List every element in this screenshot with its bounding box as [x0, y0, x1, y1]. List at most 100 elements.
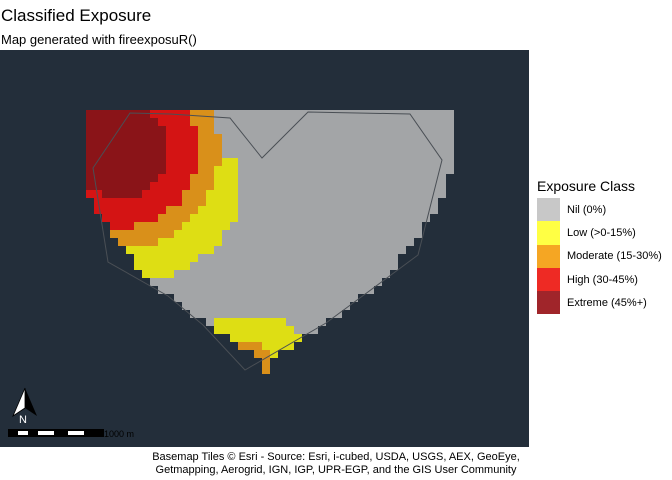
raster-cell [246, 310, 254, 318]
raster-cell [158, 150, 166, 158]
raster-cell [262, 222, 270, 230]
raster-cell [310, 270, 318, 278]
raster-cell [414, 166, 422, 174]
raster-cell [414, 150, 422, 158]
raster-cell [230, 326, 238, 334]
raster-cell [174, 254, 182, 262]
raster-cell [334, 166, 342, 174]
raster-cell [166, 206, 174, 214]
raster-cell [86, 190, 94, 198]
raster-cell [238, 326, 246, 334]
map-panel[interactable] [0, 50, 529, 447]
raster-cell [158, 198, 166, 206]
raster-cell [446, 118, 454, 126]
raster-cell [350, 254, 358, 262]
raster-cell [350, 118, 358, 126]
raster-cell [182, 214, 190, 222]
raster-cell [398, 198, 406, 206]
raster-cell [198, 142, 206, 150]
raster-cell [254, 262, 262, 270]
raster-cell [262, 182, 270, 190]
raster-cell [206, 214, 214, 222]
raster-cell [270, 350, 278, 358]
raster-cell [430, 166, 438, 174]
raster-cell [286, 318, 294, 326]
raster-cell [358, 230, 366, 238]
raster-cell [222, 254, 230, 262]
raster-cell [206, 134, 214, 142]
raster-cell [406, 126, 414, 134]
raster-cell [390, 174, 398, 182]
raster-cell [302, 182, 310, 190]
raster-cell [222, 310, 230, 318]
raster-cell [318, 286, 326, 294]
raster-cell [350, 134, 358, 142]
raster-cell [166, 198, 174, 206]
raster-cell [238, 126, 246, 134]
raster-cell [406, 182, 414, 190]
raster-cell [398, 206, 406, 214]
raster-cell [214, 238, 222, 246]
raster-cell [246, 302, 254, 310]
raster-cell [318, 150, 326, 158]
raster-cell [358, 222, 366, 230]
raster-cell [222, 126, 230, 134]
raster-cell [278, 222, 286, 230]
raster-cell [166, 142, 174, 150]
raster-cell [294, 326, 302, 334]
raster-cell [430, 134, 438, 142]
raster-cell [262, 302, 270, 310]
raster-cell [430, 150, 438, 158]
raster-cell [190, 142, 198, 150]
raster-cell [302, 214, 310, 222]
raster-cell [230, 198, 238, 206]
raster-cell [414, 142, 422, 150]
raster-cell [94, 134, 102, 142]
raster-cell [278, 166, 286, 174]
raster-cell [222, 278, 230, 286]
raster-cell [310, 262, 318, 270]
raster-cell [294, 110, 302, 118]
raster-cell [278, 246, 286, 254]
raster-cell [214, 150, 222, 158]
raster-cell [214, 254, 222, 262]
raster-cell [86, 182, 94, 190]
raster-cell [150, 278, 158, 286]
raster-cell [414, 174, 422, 182]
raster-cell [174, 286, 182, 294]
raster-cell [86, 126, 94, 134]
raster-cell [254, 126, 262, 134]
raster-cell [342, 142, 350, 150]
raster-cell [206, 286, 214, 294]
raster-cell [206, 182, 214, 190]
raster-cell [310, 310, 318, 318]
raster-cell [238, 318, 246, 326]
raster-cell [230, 110, 238, 118]
raster-cell [238, 150, 246, 158]
raster-cell [214, 206, 222, 214]
raster-cell [390, 182, 398, 190]
raster-cell [182, 238, 190, 246]
raster-cell [318, 254, 326, 262]
raster-cell [110, 126, 118, 134]
raster-cell [414, 198, 422, 206]
raster-cell [190, 238, 198, 246]
raster-cell [190, 278, 198, 286]
raster-cell [182, 294, 190, 302]
raster-cell [238, 230, 246, 238]
raster-cell [350, 182, 358, 190]
raster-cell [318, 110, 326, 118]
raster-cell [246, 262, 254, 270]
raster-cell [182, 230, 190, 238]
raster-cell [174, 238, 182, 246]
raster-cell [278, 198, 286, 206]
raster-cell [422, 126, 430, 134]
raster-cell [158, 270, 166, 278]
raster-cell [382, 174, 390, 182]
raster-cell [214, 190, 222, 198]
raster-cell [182, 110, 190, 118]
raster-cell [350, 158, 358, 166]
raster-cell [190, 230, 198, 238]
raster-cell [286, 222, 294, 230]
raster-cell [294, 262, 302, 270]
